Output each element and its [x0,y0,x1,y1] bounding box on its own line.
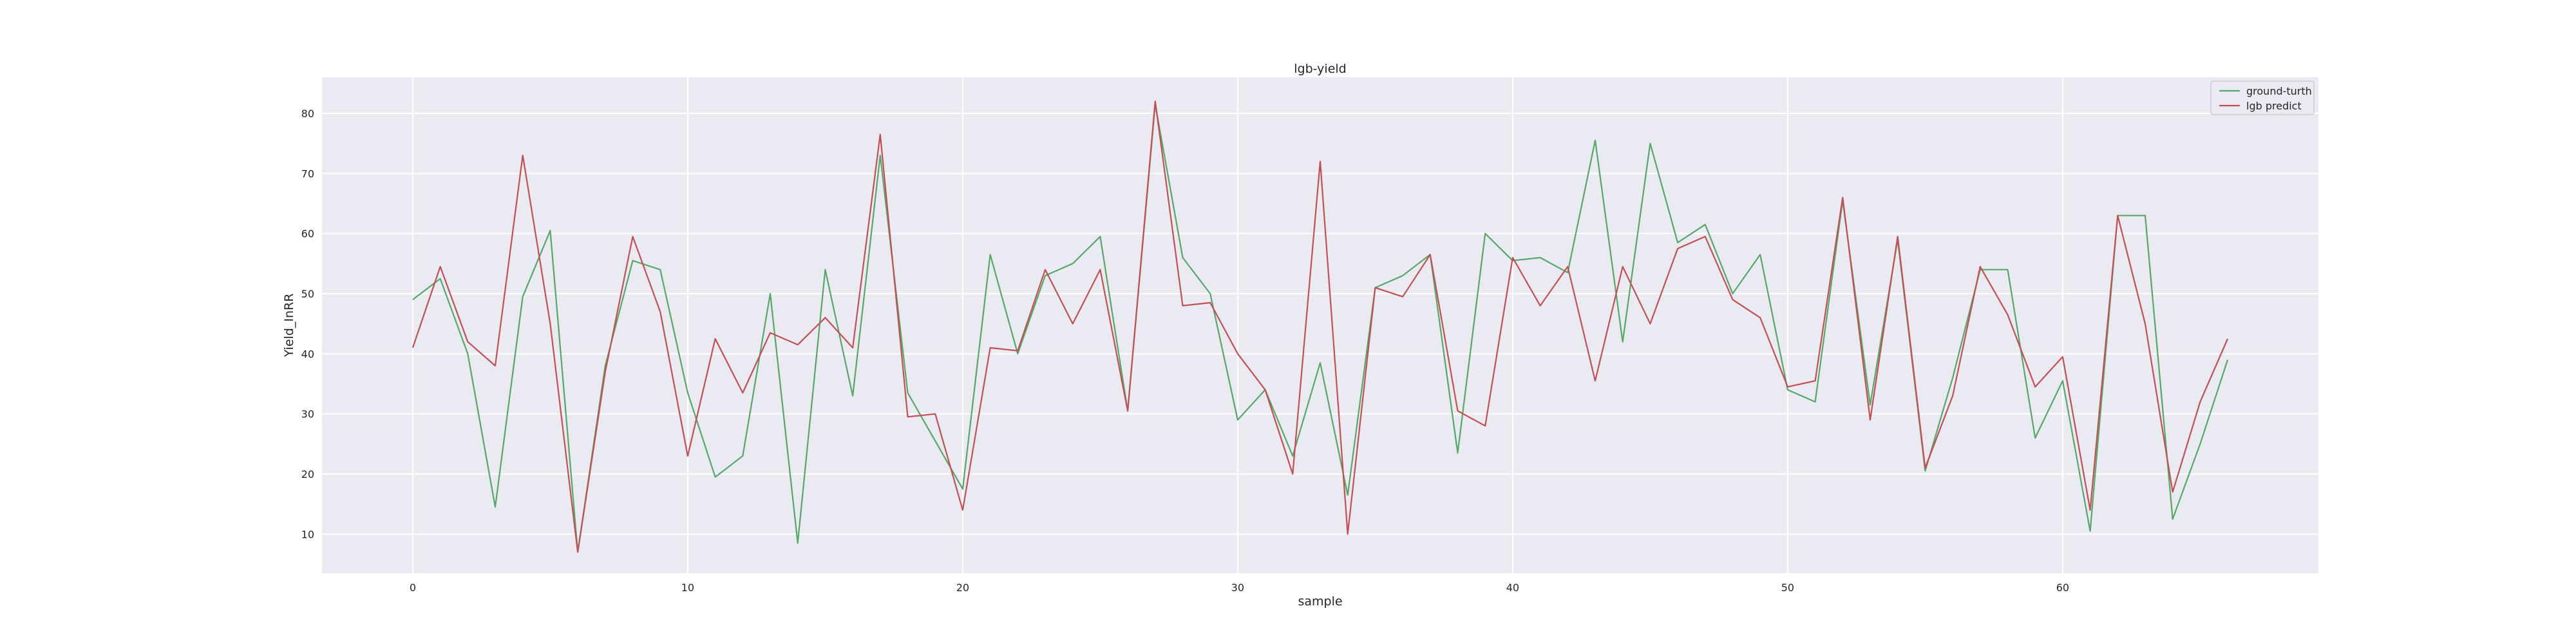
x-tick-label: 0 [410,582,416,594]
x-tick-label: 40 [1506,582,1519,594]
x-tick-label: 20 [956,582,969,594]
x-tick-label: 60 [2056,582,2069,594]
x-axis-label: sample [1298,594,1342,609]
y-tick-label: 10 [301,528,314,540]
y-axis-label: Yield_InRR [282,294,296,358]
y-tick-label: 40 [301,348,314,360]
legend: ground-turth lgb predict [2210,80,2315,115]
legend-label-lgb-predict: lgb predict [2246,100,2302,112]
x-tick-label: 50 [1781,582,1794,594]
y-tick-labels: 10 20 30 40 50 60 70 80 [301,108,314,540]
series-layer [412,100,2229,553]
y-tick-label: 60 [301,228,314,240]
grid [322,77,2318,573]
y-tick-label: 70 [301,167,314,180]
x-tick-labels: 0 10 20 30 40 50 60 [410,582,2069,594]
y-tick-label: 30 [301,408,314,421]
y-tick-label: 80 [301,108,314,120]
y-tick-label: 50 [301,288,314,300]
y-tick-label: 20 [301,468,314,480]
series-line-ground-turth [412,103,2229,553]
x-tick-label: 30 [1231,582,1244,594]
x-tick-label: 10 [681,582,694,594]
legend-label-ground-turth: ground-turth [2246,85,2312,97]
chart-title: lgb-yield [1294,62,1346,76]
series-line-lgb-predict [412,100,2229,553]
plot-area [322,77,2318,573]
